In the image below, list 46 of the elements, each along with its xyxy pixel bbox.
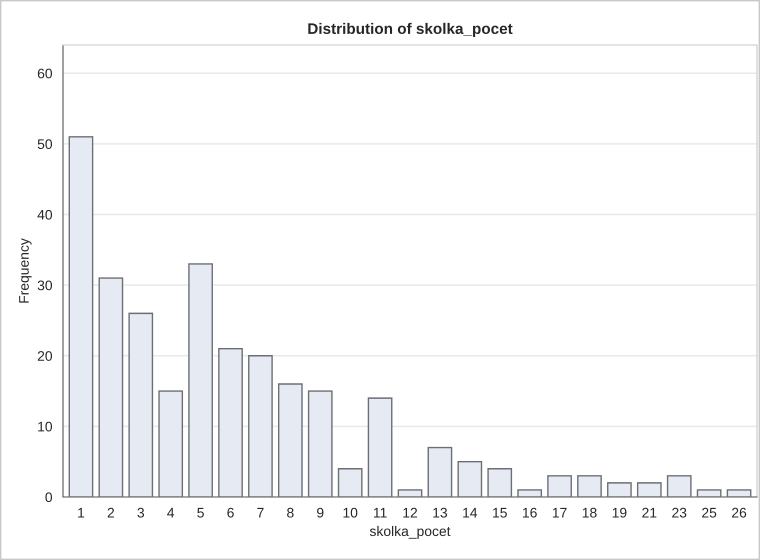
bar — [457, 460, 482, 497]
x-tick-label: 15 — [493, 508, 507, 518]
x-tick-label: 25 — [702, 508, 716, 518]
x-tick-label: 6 — [227, 508, 234, 518]
x-axis-title: skolka_pocet — [370, 526, 450, 539]
y-tick-label: 0 — [45, 492, 52, 502]
x-tick-label: 17 — [552, 508, 567, 518]
x-tick-label: 10 — [344, 508, 358, 518]
bar — [607, 482, 632, 497]
x-tick-label: 11 — [374, 508, 387, 518]
y-tick-label: 40 — [37, 210, 52, 220]
x-tick-label: 16 — [522, 508, 537, 518]
x-tick-label: 18 — [582, 508, 597, 518]
bar — [666, 475, 692, 497]
x-tick-label: 26 — [732, 508, 746, 518]
x-tick-label: 13 — [433, 508, 448, 518]
y-tick-label: 20 — [38, 351, 52, 361]
x-tick-label: 1 — [78, 508, 84, 518]
bar — [338, 468, 363, 497]
x-tick-label: 23 — [672, 508, 686, 518]
x-tick-label: 21 — [642, 508, 656, 518]
bar — [517, 489, 542, 497]
x-tick-label: 3 — [137, 508, 144, 518]
bar — [487, 468, 512, 497]
y-tick-label: 10 — [38, 422, 52, 432]
x-tick-label: 12 — [403, 508, 418, 518]
x-tick-label: 7 — [257, 508, 264, 518]
bar — [636, 482, 662, 497]
bar — [577, 475, 602, 497]
bar — [547, 475, 572, 497]
y-tick-label: 30 — [38, 280, 52, 290]
y-axis-title: Frequency — [19, 238, 32, 303]
y-tick-label: 60 — [38, 68, 52, 78]
y-tick-label: 50 — [38, 139, 52, 150]
chart-title: Distribution of skolka_pocet — [308, 22, 513, 38]
bar — [696, 489, 722, 497]
x-tick-label: 8 — [287, 508, 294, 518]
x-tick-label: 14 — [463, 508, 478, 518]
x-tick-label: 5 — [197, 508, 204, 518]
bar — [398, 489, 422, 497]
x-tick-label: 19 — [612, 508, 626, 518]
x-tick-label: 9 — [317, 508, 324, 518]
bar — [726, 489, 752, 497]
bar — [428, 446, 452, 497]
x-tick-label: 4 — [167, 508, 174, 518]
x-tick-label: 2 — [108, 508, 114, 518]
